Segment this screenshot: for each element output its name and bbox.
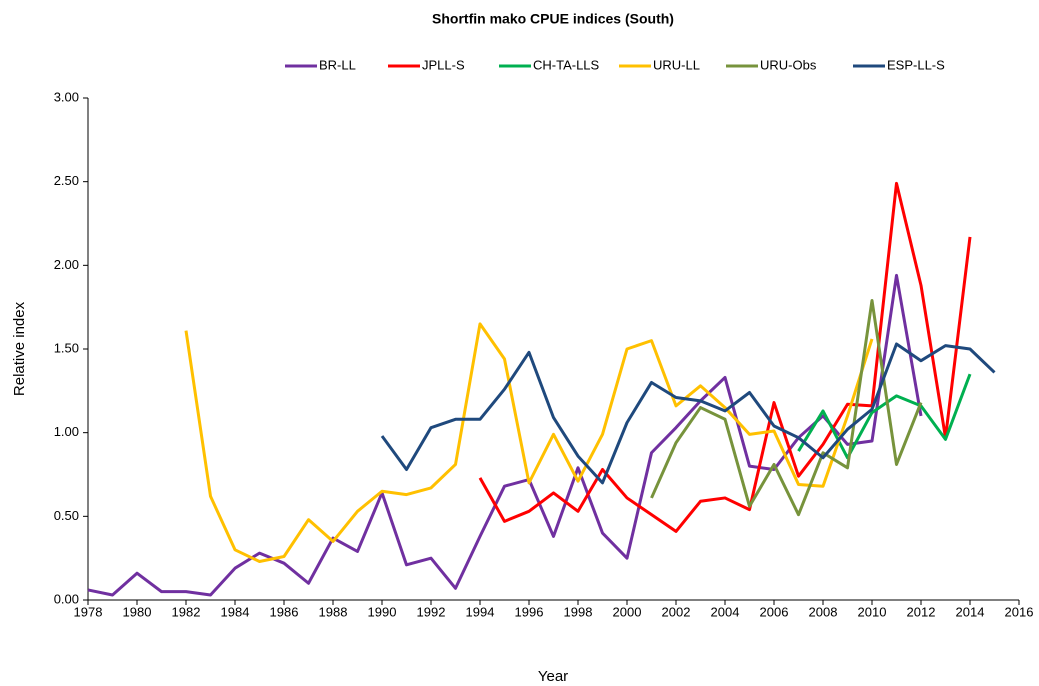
series-line (797, 373, 972, 460)
y-tick-label: 2.50 (54, 173, 79, 188)
legend-label: ESP-LL-S (887, 57, 945, 72)
series-line (478, 181, 972, 533)
x-tick-label: 1980 (123, 604, 152, 619)
x-tick-label: 2014 (956, 604, 985, 619)
series-line (650, 298, 923, 517)
x-axis-label: Year (538, 668, 568, 685)
x-tick-label: 1994 (466, 604, 495, 619)
y-tick-label: 0.50 (54, 508, 79, 523)
legend-label: URU-Obs (760, 57, 817, 72)
x-tick-label: 2002 (662, 604, 691, 619)
legend-label: CH-TA-LLS (533, 57, 600, 72)
x-tick-label: 2012 (907, 604, 936, 619)
x-tick-label: 2000 (613, 604, 642, 619)
y-tick-label: 1.50 (54, 340, 79, 355)
x-tick-label: 1996 (515, 604, 544, 619)
y-tick-label: 0.00 (54, 591, 79, 606)
legend-label: URU-LL (653, 57, 700, 72)
x-tick-label: 1978 (74, 604, 103, 619)
x-tick-label: 1992 (417, 604, 446, 619)
series-line (87, 273, 923, 597)
x-tick-label: 1990 (368, 604, 397, 619)
x-tick-label: 2008 (809, 604, 838, 619)
legend-label: BR-LL (319, 57, 356, 72)
x-tick-label: 1982 (172, 604, 201, 619)
x-tick-label: 1988 (319, 604, 348, 619)
x-tick-label: 2010 (858, 604, 887, 619)
x-tick-label: 2006 (760, 604, 789, 619)
series-line (380, 342, 996, 485)
y-tick-label: 2.00 (54, 257, 79, 272)
x-tick-label: 1986 (270, 604, 299, 619)
y-axis-label: Relative index (11, 301, 28, 396)
x-tick-label: 2016 (1005, 604, 1034, 619)
y-tick-label: 1.00 (54, 424, 79, 439)
x-tick-label: 1984 (221, 604, 250, 619)
legend-label: JPLL-S (422, 57, 465, 72)
x-tick-label: 2004 (711, 604, 740, 619)
x-tick-label: 1998 (564, 604, 593, 619)
y-tick-label: 3.00 (54, 89, 79, 104)
series-line (184, 322, 874, 564)
chart-title: Shortfin mako CPUE indices (South) (432, 11, 674, 27)
